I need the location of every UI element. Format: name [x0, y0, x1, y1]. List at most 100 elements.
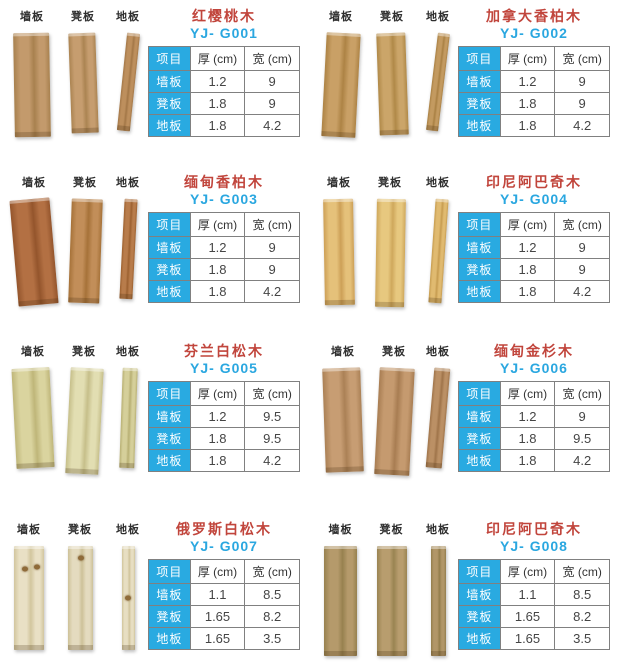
spec-row-label: 凳板	[458, 427, 501, 450]
wood-plank-photo	[9, 197, 59, 307]
plank-top-highlight	[122, 367, 138, 372]
plank-label: 地板	[116, 11, 140, 23]
wood-plank-photo	[323, 198, 355, 306]
wood-plank-photo	[426, 32, 450, 132]
wood-plank-photo	[430, 546, 446, 656]
spec-value: 1.65	[189, 605, 246, 628]
plank-top-highlight	[376, 198, 406, 203]
plank-bottom-edge	[16, 461, 55, 469]
spec-value: 1.8	[499, 258, 556, 281]
wood-plank-photo	[324, 546, 357, 656]
plank-top-highlight	[376, 546, 407, 549]
wood-plank-photo	[425, 367, 451, 469]
spec-value: 9	[244, 92, 300, 115]
spec-table: 项目 厚 (cm) 宽 (cm) 墙板 1.2 9 凳板 1.8 9.5 地板 …	[458, 381, 610, 472]
wood-knot	[34, 564, 41, 570]
plank-bottom-edge	[118, 293, 133, 300]
product-info: 加拿大香柏木 YJ- G002 项目 厚 (cm) 宽 (cm) 墙板 1.2 …	[458, 8, 620, 137]
plank-bottom-edge	[14, 645, 44, 650]
spec-header-row: 项目 厚 (cm) 宽 (cm)	[148, 559, 300, 584]
plank-top-highlight	[9, 197, 50, 204]
spec-value: 1.2	[189, 405, 246, 428]
table-row: 地板 1.8 4.2	[148, 280, 300, 303]
product-card: 墙板 凳板 地板 缅甸金杉木 YJ- G006 项目 厚 (cm) 宽 (cm) 墙…	[310, 325, 620, 495]
spec-table: 项目 厚 (cm) 宽 (cm) 墙板 1.1 8.5 凳板 1.65 8.2 …	[148, 559, 300, 650]
plank-label: 地板	[426, 524, 450, 536]
spec-value: 9.5	[554, 427, 610, 450]
product-info: 俄罗斯白松木 YJ- G007 项目 厚 (cm) 宽 (cm) 墙板 1.1 …	[148, 521, 310, 650]
spec-row-label: 墙板	[148, 405, 191, 428]
plank-column: 地板	[425, 343, 451, 469]
wood-plank-photo	[373, 367, 415, 476]
plank-bottom-edge	[121, 645, 135, 650]
wood-plank-photo	[121, 546, 135, 650]
wood-plank-photo	[13, 32, 51, 138]
table-row: 凳板 1.8 9	[458, 92, 610, 115]
plank-label: 地板	[116, 524, 140, 536]
product-name: 印尼阿巴奇木	[486, 521, 582, 537]
product-info: 缅甸金杉木 YJ- G006 项目 厚 (cm) 宽 (cm) 墙板 1.2 9…	[458, 343, 620, 472]
plank-bottom-edge	[325, 466, 364, 473]
plank-photos: 墙板 凳板 地板	[310, 8, 458, 138]
product-name: 缅甸香柏木	[184, 174, 264, 190]
spec-row-label: 墙板	[458, 583, 501, 606]
spec-header-row: 项目 厚 (cm) 宽 (cm)	[458, 381, 610, 406]
spec-row-label: 墙板	[458, 405, 501, 428]
spec-row-label: 地板	[148, 449, 191, 472]
plank-label: 地板	[116, 177, 140, 189]
table-row: 墙板 1.1 8.5	[148, 583, 300, 606]
plank-label: 地板	[426, 177, 450, 189]
spec-row-label: 地板	[458, 627, 501, 650]
spec-header-item: 项目	[148, 212, 191, 237]
plank-label: 墙板	[22, 177, 46, 189]
spec-table: 项目 厚 (cm) 宽 (cm) 墙板 1.2 9 凳板 1.8 9 地板 1.…	[148, 212, 300, 303]
table-row: 凳板 1.8 9	[148, 258, 300, 281]
table-row: 凳板 1.8 9	[148, 92, 300, 115]
plank-column: 墙板	[14, 521, 44, 650]
plank-top-highlight	[13, 32, 50, 37]
product-card: 墙板 凳板 地板 印尼阿巴奇木 YJ- G008 项目 厚 (cm) 宽 (cm) …	[310, 495, 620, 666]
plank-bottom-edge	[430, 651, 446, 656]
spec-row-label: 凳板	[148, 92, 191, 115]
product-model: YJ- G004	[500, 191, 568, 207]
spec-header-item: 项目	[458, 559, 501, 584]
spec-value: 1.2	[499, 405, 556, 428]
spec-value: 9.5	[244, 427, 300, 450]
spec-value: 8.5	[244, 583, 300, 606]
wood-plank-photo	[376, 546, 407, 656]
spec-value: 9	[244, 70, 300, 93]
spec-value: 9	[554, 92, 610, 115]
wood-plank-photo	[375, 32, 409, 136]
plank-bottom-edge	[71, 127, 99, 134]
wood-plank-photo	[427, 198, 449, 304]
wood-plank-photo	[64, 367, 104, 475]
spec-row-label: 地板	[148, 280, 191, 303]
plank-bottom-edge	[426, 124, 439, 132]
spec-header-thickness: 厚 (cm)	[189, 212, 246, 237]
plank-bottom-edge	[425, 462, 443, 469]
spec-row-label: 地板	[458, 114, 501, 137]
spec-row-label: 凳板	[458, 258, 501, 281]
plank-top-highlight	[437, 32, 450, 38]
plank-column: 地板	[426, 8, 450, 132]
product-card: 墙板 凳板 地板 芬兰白松木 YJ- G005 项目 厚 (cm) 宽 (cm) 墙…	[0, 325, 310, 495]
product-info: 印尼阿巴奇木 YJ- G008 项目 厚 (cm) 宽 (cm) 墙板 1.1 …	[458, 521, 620, 650]
product-name: 红樱桃木	[192, 8, 256, 24]
wood-plank-photo	[116, 32, 140, 132]
spec-value: 1.65	[499, 605, 556, 628]
spec-value: 1.2	[499, 236, 556, 259]
spec-header-row: 项目 厚 (cm) 宽 (cm)	[148, 46, 300, 71]
spec-value: 9	[554, 236, 610, 259]
spec-header-item: 项目	[148, 559, 191, 584]
spec-header-thickness: 厚 (cm)	[499, 381, 556, 406]
plank-top-highlight	[326, 32, 361, 37]
wood-plank-photo	[322, 367, 364, 473]
plank-column: 凳板	[376, 521, 407, 656]
table-row: 墙板 1.1 8.5	[458, 583, 610, 606]
spec-value: 4.2	[554, 449, 610, 472]
wood-plank-photo	[374, 198, 406, 308]
spec-value: 1.8	[189, 114, 246, 137]
spec-table: 项目 厚 (cm) 宽 (cm) 墙板 1.2 9 凳板 1.8 9 地板 1.…	[458, 212, 610, 303]
spec-value: 9	[244, 236, 300, 259]
product-model: YJ- G008	[500, 538, 568, 554]
